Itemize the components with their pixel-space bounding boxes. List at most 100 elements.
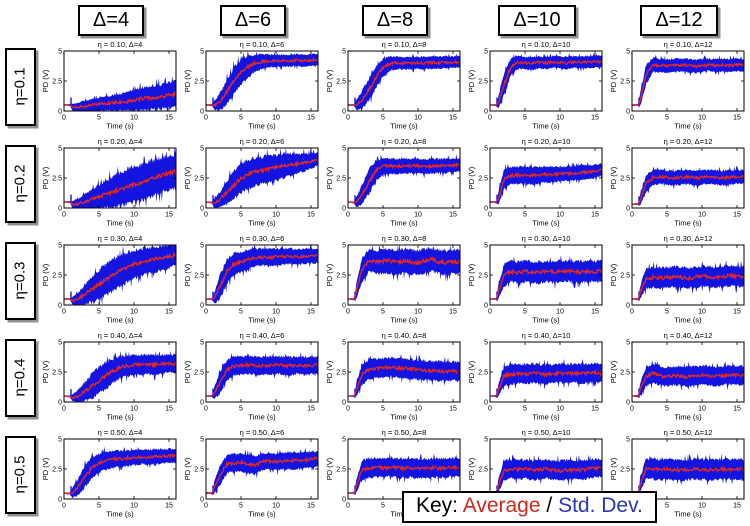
y-tick-label: 2.5 [620, 79, 630, 86]
y-tick-label: 0 [58, 400, 62, 407]
x-tick-label: 0 [630, 406, 634, 413]
x-tick-label: 10 [130, 115, 138, 122]
y-axis-label: PD (V) [325, 360, 334, 383]
y-axis-label: PD (V) [467, 457, 476, 480]
x-tick-label: 0 [346, 309, 350, 316]
subplot-η=0.3-Δ=10: η = 0.30, Δ=10 0 5 10 15 0 2.5 5 Time (s) PD (V) [467, 234, 603, 325]
std-dev-band [490, 255, 602, 300]
x-tick-label: 0 [346, 115, 350, 122]
average-line [632, 370, 744, 397]
y-tick-label: 0 [626, 400, 630, 407]
y-tick-label: 0 [626, 109, 630, 116]
x-tick-label: 15 [733, 503, 741, 510]
std-dev-band [490, 454, 602, 494]
average-line [348, 162, 460, 204]
y-tick-label: 0 [200, 206, 204, 213]
y-tick-label: 2.5 [478, 176, 488, 183]
x-tick-label: 15 [165, 406, 173, 413]
y-tick-label: 5 [58, 437, 62, 444]
y-axis-label: PD (V) [467, 263, 476, 286]
y-tick-label: 2.5 [478, 273, 488, 280]
subplot-title: η = 0.40, Δ=6 [240, 331, 285, 340]
average-line [490, 59, 602, 106]
y-tick-label: 5 [484, 146, 488, 153]
plot-cell: η = 0.10, Δ=8 0 5 10 15 0 2.5 5 Time (s) PD (V) [324, 38, 466, 135]
subplot-title: η = 0.20, Δ=6 [240, 137, 285, 146]
y-tick-label: 2.5 [52, 79, 62, 86]
y-tick-label: 0 [342, 206, 346, 213]
y-axis-label: PD (V) [183, 263, 192, 286]
y-tick-label: 0 [484, 303, 488, 310]
row-header-cell: η=0.3 [0, 232, 40, 329]
y-tick-label: 0 [58, 303, 62, 310]
y-tick-label: 0 [200, 303, 204, 310]
subplot-title: η = 0.30, Δ=10 [522, 234, 571, 243]
plot-cell: η = 0.20, Δ=8 0 5 10 15 0 2.5 5 Time (s) PD (V) [324, 135, 466, 232]
subplot-title: η = 0.30, Δ=4 [98, 234, 143, 243]
y-tick-label: 0 [58, 206, 62, 213]
plot-cell: η = 0.40, Δ=10 0 5 10 15 0 2.5 5 Time (s) PD (V) [466, 329, 608, 426]
x-tick-label: 5 [97, 212, 101, 219]
y-tick-label: 2.5 [336, 79, 346, 86]
x-axis-label: Time (s) [106, 510, 134, 519]
y-tick-label: 5 [342, 146, 346, 153]
subplot-title: η = 0.30, Δ=8 [382, 234, 427, 243]
std-dev-band [632, 165, 744, 206]
y-axis-label: PD (V) [609, 166, 618, 189]
subplot-η=0.2-Δ=6: η = 0.20, Δ=6 0 5 10 15 0 2.5 5 Time (s) PD (V) [183, 137, 319, 228]
x-tick-label: 0 [346, 212, 350, 219]
y-axis-label: PD (V) [467, 166, 476, 189]
y-axis-label: PD (V) [467, 69, 476, 92]
column-header-cell: Δ=10 [466, 2, 608, 38]
x-tick-label: 0 [630, 309, 634, 316]
y-axis-label: PD (V) [183, 69, 192, 92]
subplot-title: η = 0.20, Δ=4 [98, 137, 143, 146]
y-tick-label: 0 [200, 400, 204, 407]
x-tick-label: 5 [665, 115, 669, 122]
std-dev-band [632, 360, 744, 398]
x-tick-label: 10 [130, 503, 138, 510]
x-tick-label: 15 [307, 309, 315, 316]
y-tick-label: 5 [58, 49, 62, 56]
subplot-η=0.4-Δ=12: η = 0.40, Δ=12 0 5 10 15 0 2.5 5 Time (s) PD (V) [609, 331, 745, 422]
x-tick-label: 10 [272, 309, 280, 316]
x-axis-label: Time (s) [248, 316, 276, 325]
x-tick-label: 0 [204, 115, 208, 122]
x-tick-label: 0 [204, 503, 208, 510]
x-axis-label: Time (s) [106, 219, 134, 228]
x-tick-label: 10 [272, 115, 280, 122]
subplot-η=0.5-Δ=6: η = 0.50, Δ=6 0 5 10 15 0 2.5 5 Time (s) PD (V) [183, 428, 319, 519]
average-line [64, 251, 176, 303]
x-tick-label: 15 [591, 115, 599, 122]
y-tick-label: 2.5 [620, 467, 630, 474]
y-tick-label: 2.5 [194, 370, 204, 377]
y-tick-label: 0 [626, 303, 630, 310]
y-tick-label: 2.5 [336, 467, 346, 474]
x-axis-label: Time (s) [532, 413, 560, 422]
y-tick-label: 5 [484, 49, 488, 56]
row-header-η=0.5: η=0.5 [4, 435, 36, 514]
row-header-η=0.4: η=0.4 [4, 338, 36, 417]
subplot-title: η = 0.50, Δ=6 [240, 428, 285, 437]
column-header-Δ=6: Δ=6 [219, 4, 287, 36]
subplot-η=0.4-Δ=10: η = 0.40, Δ=10 0 5 10 15 0 2.5 5 Time (s) PD (V) [467, 331, 603, 422]
x-tick-label: 5 [97, 309, 101, 316]
x-tick-label: 10 [556, 115, 564, 122]
column-header-cell: Δ=8 [324, 2, 466, 38]
x-tick-label: 5 [239, 503, 243, 510]
average-line [206, 361, 318, 397]
x-tick-label: 15 [733, 406, 741, 413]
x-tick-label: 10 [556, 406, 564, 413]
x-tick-label: 0 [204, 406, 208, 413]
y-tick-label: 5 [200, 49, 204, 56]
subplot-η=0.4-Δ=8: η = 0.40, Δ=8 0 5 10 15 0 2.5 5 Time (s) PD (V) [325, 331, 461, 422]
std-dev-band [348, 154, 460, 208]
x-tick-label: 15 [449, 309, 457, 316]
x-tick-label: 15 [165, 309, 173, 316]
subplot-η=0.3-Δ=12: η = 0.30, Δ=12 0 5 10 15 0 2.5 5 Time (s) PD (V) [609, 234, 745, 325]
y-axis-label: PD (V) [41, 263, 50, 286]
plot-cell: η = 0.20, Δ=10 0 5 10 15 0 2.5 5 Time (s) PD (V) [466, 135, 608, 232]
x-tick-label: 10 [414, 406, 422, 413]
x-tick-label: 10 [130, 309, 138, 316]
